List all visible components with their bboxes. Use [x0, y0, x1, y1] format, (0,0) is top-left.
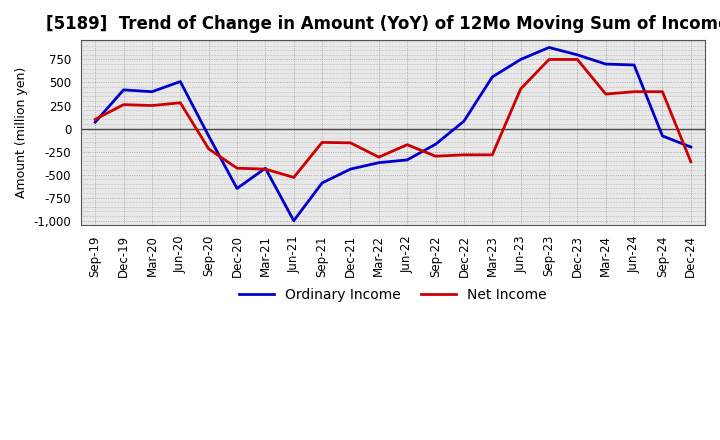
Net Income	[120, 102, 128, 107]
Ordinary Income	[261, 165, 270, 171]
Net Income	[601, 92, 610, 97]
Net Income	[289, 175, 298, 180]
Title: [5189]  Trend of Change in Amount (YoY) of 12Mo Moving Sum of Incomes: [5189] Trend of Change in Amount (YoY) o…	[46, 15, 720, 33]
Net Income	[545, 57, 554, 62]
Net Income	[686, 159, 695, 165]
Y-axis label: Amount (million yen): Amount (million yen)	[15, 67, 28, 198]
Ordinary Income	[91, 120, 99, 125]
Ordinary Income	[686, 144, 695, 150]
Net Income	[630, 89, 639, 94]
Ordinary Income	[630, 62, 639, 68]
Net Income	[403, 142, 412, 147]
Net Income	[573, 57, 582, 62]
Net Income	[346, 140, 355, 146]
Net Income	[374, 154, 383, 160]
Line: Ordinary Income: Ordinary Income	[95, 48, 690, 221]
Ordinary Income	[459, 118, 468, 124]
Net Income	[459, 152, 468, 158]
Ordinary Income	[318, 180, 326, 186]
Ordinary Income	[488, 74, 497, 80]
Net Income	[516, 86, 525, 92]
Legend: Ordinary Income, Net Income: Ordinary Income, Net Income	[233, 282, 552, 307]
Ordinary Income	[204, 133, 213, 139]
Ordinary Income	[233, 186, 241, 191]
Net Income	[148, 103, 156, 108]
Line: Net Income: Net Income	[95, 59, 690, 177]
Ordinary Income	[403, 157, 412, 162]
Net Income	[176, 100, 184, 106]
Ordinary Income	[516, 57, 525, 62]
Net Income	[204, 146, 213, 151]
Ordinary Income	[431, 142, 440, 147]
Ordinary Income	[289, 218, 298, 224]
Net Income	[91, 117, 99, 122]
Net Income	[233, 165, 241, 171]
Ordinary Income	[573, 52, 582, 58]
Net Income	[431, 154, 440, 159]
Net Income	[658, 89, 667, 94]
Ordinary Income	[601, 62, 610, 67]
Ordinary Income	[120, 87, 128, 92]
Net Income	[261, 166, 270, 172]
Ordinary Income	[346, 166, 355, 172]
Net Income	[488, 152, 497, 158]
Ordinary Income	[148, 89, 156, 94]
Ordinary Income	[658, 133, 667, 139]
Net Income	[318, 140, 326, 145]
Ordinary Income	[176, 79, 184, 84]
Ordinary Income	[374, 160, 383, 165]
Ordinary Income	[545, 45, 554, 50]
